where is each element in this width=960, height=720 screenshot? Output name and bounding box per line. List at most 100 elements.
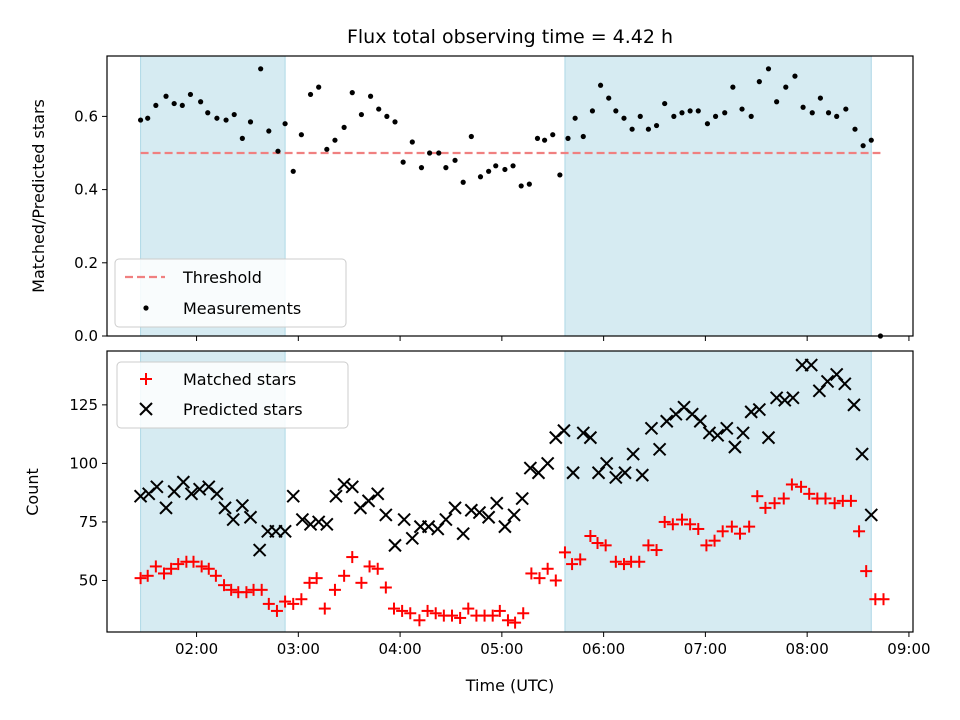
predicted-star-point (176, 475, 191, 489)
matched-star-point (700, 539, 713, 552)
matched-star-point (421, 604, 434, 617)
measurement-point (266, 128, 272, 134)
matched-star-point (574, 553, 587, 566)
measurement-point (452, 157, 458, 163)
measurement-point (572, 115, 578, 121)
matched-star-point (172, 558, 185, 571)
predicted-star-point (226, 512, 240, 527)
predicted-star-point (652, 442, 667, 457)
matched-star-point (493, 604, 506, 617)
predicted-star-point (761, 430, 776, 445)
predicted-star-point (361, 494, 376, 508)
matched-star-point (853, 525, 866, 538)
predicted-star-point (728, 440, 742, 454)
measurement-point (137, 117, 144, 123)
matched-star-point (134, 572, 147, 585)
measurement-point (358, 111, 365, 118)
measurement-point (687, 108, 693, 114)
legend-measurements-swatch (143, 305, 149, 311)
measurement-point (597, 82, 604, 88)
predicted-star-point (439, 512, 453, 527)
measurement-point (223, 117, 229, 123)
predicted-star-point (184, 487, 199, 501)
measurement-point (290, 168, 296, 174)
predicted-star-point (576, 426, 590, 440)
matched-star-point (533, 572, 546, 585)
measurement-point (679, 110, 685, 116)
measurement-point (443, 165, 449, 171)
predicted-star-point (644, 421, 659, 435)
predicted-star-point (133, 489, 148, 503)
matched-star-point (566, 558, 579, 571)
legend-threshold-label: Threshold (182, 268, 262, 287)
matched-star-point (187, 555, 200, 568)
measurement-point (427, 150, 433, 156)
measurement-point (629, 126, 635, 132)
measurement-point (307, 91, 314, 98)
matched-star-point (541, 562, 554, 575)
matched-star-point (218, 579, 231, 592)
predicted-star-point (490, 496, 504, 510)
matched-star-point (658, 515, 671, 528)
measurement-point (756, 79, 762, 85)
measurement-point (247, 119, 254, 125)
matched-star-point (819, 492, 832, 505)
measurement-point (409, 139, 415, 145)
predicted-star-point (507, 508, 521, 522)
matched-star-point (486, 609, 499, 622)
predicted-star-point (635, 468, 650, 482)
matched-star-point (716, 525, 729, 538)
predicted-star-point (448, 501, 462, 515)
matched-star-point (591, 537, 604, 550)
matched-star-point (860, 565, 873, 578)
predicted-star-point (744, 405, 758, 419)
matched-star-point (404, 607, 417, 620)
chart-title: Flux total observing time = 4.42 h (347, 26, 673, 48)
top-panel: 0.0 0.2 0.4 0.6 Matched/Predicted stars Thr… (29, 55, 914, 345)
predicted-star-point (523, 461, 538, 475)
predicted-star-point (464, 503, 479, 517)
bottom-y-axis-label: Count (23, 468, 42, 516)
measurement-point (606, 95, 612, 101)
matched-star-point (454, 611, 467, 624)
measurement-point (316, 84, 322, 90)
measurement-point (282, 121, 288, 127)
top-y-axis-label: Matched/Predicted stars (29, 99, 48, 293)
predicted-star-point (540, 456, 555, 471)
matched-star-point (517, 607, 530, 620)
measurement-point (637, 113, 643, 119)
matched-star-point (240, 586, 253, 599)
predicted-star-point (702, 426, 717, 440)
measurement-point (198, 99, 204, 105)
predicted-star-point (626, 447, 640, 461)
matched-star-point (157, 567, 170, 580)
matched-star-point (642, 539, 655, 552)
measurement-point (834, 113, 840, 119)
bottom-xtick-label: 03:00 (277, 640, 320, 658)
matched-star-point (708, 534, 721, 547)
bottom-legend: Matched stars Predicted stars (116, 361, 349, 429)
matched-star-point (650, 544, 663, 557)
matched-star-point (692, 522, 705, 535)
matched-star-point (501, 614, 514, 627)
legend-measurements-label: Measurements (183, 299, 301, 318)
measurement-point (557, 172, 563, 178)
matched-star-point (149, 560, 162, 573)
matched-star-point (525, 567, 538, 580)
measurement-point (400, 159, 406, 165)
measurement-point (671, 113, 677, 119)
bottom-ytick-label: 50 (79, 571, 98, 589)
measurement-point (486, 168, 492, 174)
predicted-star-point (515, 491, 529, 506)
matched-star-point (445, 609, 458, 622)
matched-star-point (379, 581, 392, 594)
predicted-star-point (252, 543, 267, 557)
top-ytick-label: 0.0 (74, 327, 98, 345)
matched-star-point (355, 576, 368, 589)
matched-star-point (303, 576, 316, 589)
measurement-point (145, 115, 151, 121)
matched-star-point (877, 593, 890, 606)
legend-matched-label: Matched stars (183, 370, 296, 389)
matched-star-point (803, 487, 816, 500)
measurement-point (214, 115, 220, 121)
